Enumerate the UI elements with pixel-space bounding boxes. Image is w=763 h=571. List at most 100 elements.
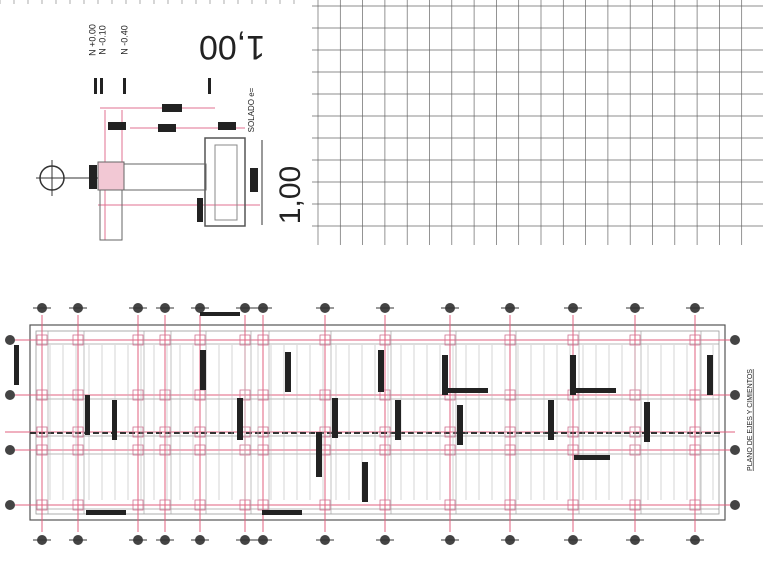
dimension-mark	[86, 510, 126, 515]
foundation-plan: PLANO DE EJES Y CIMIENTOS	[5, 303, 754, 545]
footing	[444, 499, 456, 511]
dimension-mark	[112, 400, 117, 440]
footing	[72, 389, 84, 401]
footing	[204, 137, 246, 227]
footing	[72, 444, 84, 456]
axis-bubble	[5, 500, 15, 510]
footing	[567, 426, 579, 438]
level-label: N +0.00	[87, 24, 97, 56]
dimension-mark	[200, 350, 206, 390]
dimension-mark	[378, 350, 384, 392]
footing	[567, 499, 579, 511]
plan-outline	[29, 324, 726, 521]
level-mark	[100, 78, 103, 94]
level-label: N -0.40	[119, 25, 129, 55]
dimension-mark	[85, 395, 90, 435]
footing	[159, 334, 171, 346]
footing	[319, 389, 331, 401]
dimension-mark	[644, 402, 650, 442]
dimension-mark	[158, 124, 176, 132]
level-label: N -0.10	[97, 25, 107, 55]
axis-bubble	[5, 390, 15, 400]
footing	[504, 499, 516, 511]
footing	[567, 334, 579, 346]
dimension-mark	[707, 355, 713, 395]
level-mark	[94, 78, 97, 94]
footing	[72, 499, 84, 511]
footing	[36, 389, 48, 401]
scale-label: 1,00	[274, 166, 307, 224]
footing	[36, 334, 48, 346]
wall	[99, 189, 123, 241]
dimension-mark	[162, 104, 182, 112]
footing	[36, 444, 48, 456]
solado-label: SOLADO e=	[247, 87, 256, 132]
dimension-mark	[316, 432, 322, 477]
footing	[194, 426, 206, 438]
footing	[567, 444, 579, 456]
footing	[159, 444, 171, 456]
dimension-mark	[457, 405, 463, 445]
level-mark	[123, 78, 126, 94]
footing	[379, 389, 391, 401]
footing	[132, 389, 144, 401]
level-mark	[208, 78, 211, 94]
footing	[194, 499, 206, 511]
graph-grid	[0, 0, 763, 245]
footing	[444, 426, 456, 438]
axis-bubble	[730, 500, 740, 510]
dimension-mark	[570, 355, 576, 395]
footing-core	[214, 144, 238, 221]
dimension-mark	[108, 122, 126, 130]
plan-outline	[35, 330, 720, 515]
footing	[159, 426, 171, 438]
dimension-mark	[89, 165, 97, 189]
dimension-mark	[548, 400, 554, 440]
axis-bubble	[5, 445, 15, 455]
footing	[194, 444, 206, 456]
dimension-mark	[237, 398, 243, 440]
footing	[132, 426, 144, 438]
axis-bubble	[730, 445, 740, 455]
dimension-mark	[285, 352, 291, 392]
footing	[159, 499, 171, 511]
dimension-mark	[442, 355, 448, 395]
axis-bubble	[730, 390, 740, 400]
footing	[379, 499, 391, 511]
dimension-mark	[574, 455, 610, 460]
footing	[379, 426, 391, 438]
footing	[504, 334, 516, 346]
dimension-mark	[576, 388, 616, 393]
dimension-mark	[14, 345, 19, 385]
footing	[689, 334, 701, 346]
dimension-mark	[197, 198, 203, 222]
dimension-mark	[218, 122, 236, 130]
dimension-mark	[250, 168, 258, 192]
dimension-mark	[262, 510, 302, 515]
footing	[444, 444, 456, 456]
axis-bubble	[5, 335, 15, 345]
footing	[379, 444, 391, 456]
footing	[132, 334, 144, 346]
dimension-mark	[362, 462, 368, 502]
footing	[689, 499, 701, 511]
footing	[159, 389, 171, 401]
beam	[123, 163, 207, 191]
plan-title: PLANO DE EJES Y CIMIENTOS	[747, 369, 754, 471]
footing	[319, 499, 331, 511]
footing	[257, 334, 269, 346]
dimension-mark	[200, 312, 240, 316]
footing	[194, 334, 206, 346]
footing	[132, 444, 144, 456]
footing	[444, 334, 456, 346]
footing	[72, 426, 84, 438]
footing	[36, 499, 48, 511]
scale-label: 1,00	[199, 28, 265, 66]
foundation-detail: 1,00 1,00 N +0.00 N -0.10 N -0.40 SOLADO…	[36, 24, 307, 241]
column	[97, 161, 125, 191]
footing	[72, 334, 84, 346]
footing	[36, 426, 48, 438]
axis-bubble	[730, 335, 740, 345]
